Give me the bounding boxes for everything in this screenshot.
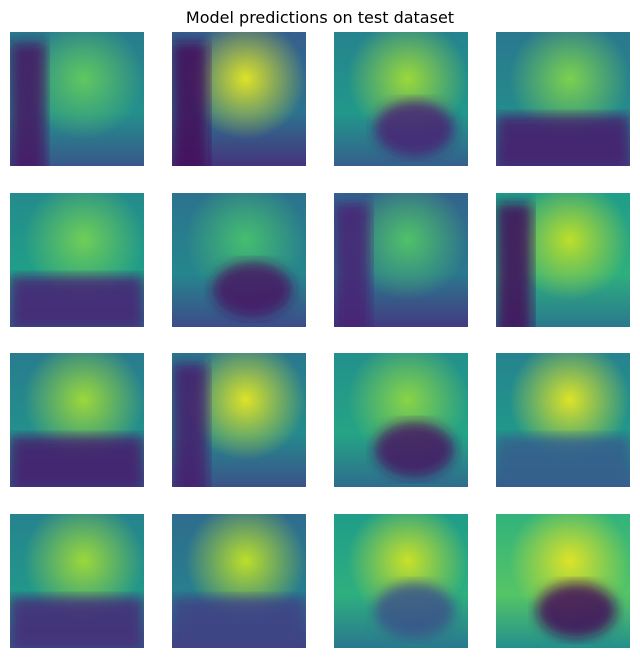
depth-map	[496, 32, 630, 166]
prediction-panel	[334, 353, 468, 487]
depth-map	[334, 32, 468, 166]
near-region	[10, 597, 144, 648]
near-region	[172, 597, 306, 648]
near-region	[334, 203, 370, 327]
near-region	[496, 203, 532, 327]
near-region	[172, 363, 208, 487]
depth-map	[334, 514, 468, 648]
near-region	[374, 100, 455, 157]
near-region	[374, 582, 455, 639]
depth-map	[496, 514, 630, 648]
prediction-panel	[172, 32, 306, 166]
near-region	[536, 582, 617, 639]
near-region	[172, 42, 208, 166]
prediction-panel	[172, 353, 306, 487]
prediction-panel	[10, 193, 144, 327]
depth-map	[10, 193, 144, 327]
prediction-panel	[334, 193, 468, 327]
near-region	[496, 436, 630, 487]
prediction-panel	[172, 514, 306, 648]
prediction-panel	[10, 32, 144, 166]
prediction-panel	[172, 193, 306, 327]
depth-map	[496, 193, 630, 327]
prediction-panel	[334, 32, 468, 166]
prediction-panel	[10, 353, 144, 487]
depth-map	[10, 514, 144, 648]
prediction-panel	[10, 514, 144, 648]
depth-map	[172, 514, 306, 648]
figure-title: Model predictions on test dataset	[185, 8, 455, 27]
near-region	[212, 261, 293, 318]
depth-map	[10, 353, 144, 487]
depth-map	[172, 32, 306, 166]
depth-map	[334, 353, 468, 487]
depth-map	[172, 353, 306, 487]
near-region	[10, 436, 144, 487]
near-region	[374, 421, 455, 478]
prediction-panel	[496, 514, 630, 648]
prediction-panel	[496, 353, 630, 487]
prediction-panel	[334, 514, 468, 648]
prediction-panel	[496, 32, 630, 166]
near-region	[10, 42, 46, 166]
depth-map	[10, 32, 144, 166]
near-region	[496, 115, 630, 166]
depth-map	[172, 193, 306, 327]
depth-map	[334, 193, 468, 327]
prediction-panel	[496, 193, 630, 327]
near-region	[10, 276, 144, 327]
depth-map	[496, 353, 630, 487]
